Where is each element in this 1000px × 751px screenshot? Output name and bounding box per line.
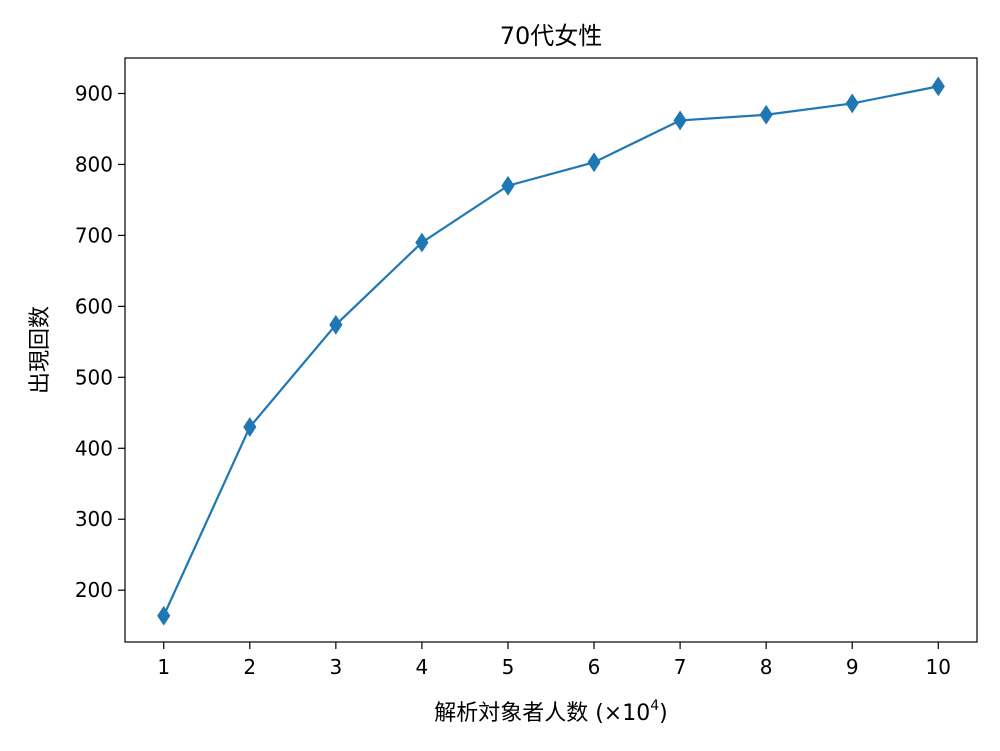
data-point-diamond (845, 93, 859, 114)
data-point-diamond (501, 175, 515, 196)
data-point-diamond (157, 605, 171, 626)
x-tick-label: 1 (157, 655, 170, 679)
x-tick-label: 9 (846, 655, 859, 679)
x-tick-label: 7 (674, 655, 687, 679)
data-point-diamond (415, 232, 429, 253)
y-tick-label: 900 (75, 81, 113, 105)
y-tick-label: 500 (75, 365, 113, 389)
x-tick-label: 2 (243, 655, 256, 679)
x-tick-label: 8 (760, 655, 773, 679)
x-tick-label: 4 (416, 655, 429, 679)
y-tick-label: 400 (75, 436, 113, 460)
data-point-diamond (673, 110, 687, 131)
data-point-diamond (329, 314, 343, 335)
y-axis-label: 出現回数 (28, 306, 53, 394)
x-axis-label-superscript: 4 (650, 698, 659, 714)
data-point-diamond (931, 76, 945, 97)
x-tick-label: 5 (502, 655, 515, 679)
x-axis-label-main: 解析対象者人数 (×10 (434, 701, 650, 726)
x-tick-label: 6 (588, 655, 601, 679)
x-tick-label: 10 (926, 655, 951, 679)
x-axis-label-suffix: ) (659, 701, 668, 726)
y-tick-label: 200 (75, 578, 113, 602)
y-tick-label: 300 (75, 507, 113, 531)
y-tick-label: 600 (75, 294, 113, 318)
data-point-diamond (759, 104, 773, 125)
plot-area-frame (124, 57, 978, 643)
chart-title: 70代女性 (500, 22, 603, 50)
x-tick-label: 3 (329, 655, 342, 679)
data-point-diamond (587, 152, 601, 173)
y-tick-label: 800 (75, 152, 113, 176)
y-tick-label: 700 (75, 223, 113, 247)
series-line (162, 85, 939, 617)
data-point-diamond (243, 417, 257, 437)
x-axis-label: 解析対象者人数 (×104) (434, 698, 668, 726)
